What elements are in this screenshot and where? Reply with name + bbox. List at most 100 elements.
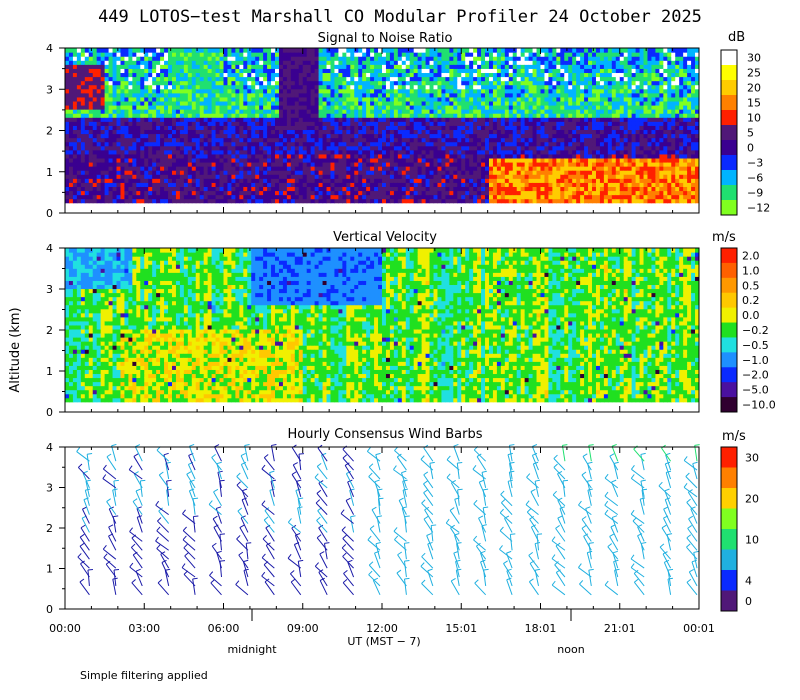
snr-cell bbox=[334, 145, 340, 151]
snr-cell bbox=[512, 149, 518, 155]
snr-cell bbox=[148, 129, 153, 135]
snr-cell bbox=[512, 133, 518, 139]
snr-cell bbox=[342, 145, 347, 151]
snr-cell bbox=[282, 52, 288, 57]
snr-cell bbox=[457, 80, 462, 86]
snr-cell bbox=[465, 113, 470, 118]
snr-cell bbox=[80, 153, 86, 159]
snr-cell bbox=[516, 161, 522, 167]
snr-cell bbox=[564, 182, 569, 188]
snr-cell bbox=[108, 76, 114, 82]
snr-cell bbox=[318, 198, 324, 204]
snr-cell bbox=[540, 194, 546, 200]
snr-cell bbox=[302, 166, 308, 171]
snr-cell bbox=[136, 80, 141, 86]
snr-cell bbox=[80, 117, 86, 122]
snr-cell bbox=[429, 137, 435, 143]
snr-cell bbox=[532, 166, 538, 171]
snr-cell bbox=[203, 157, 209, 163]
snr-cell bbox=[275, 92, 280, 98]
snr-cell bbox=[199, 72, 205, 78]
snr-cell bbox=[168, 80, 173, 86]
snr-cell bbox=[492, 104, 498, 110]
snr-cell bbox=[152, 133, 157, 139]
snr-cell bbox=[100, 121, 106, 126]
snr-cell bbox=[560, 88, 565, 94]
snr-cell bbox=[477, 96, 482, 102]
snr-cell bbox=[144, 153, 149, 159]
snr-cell bbox=[314, 190, 320, 196]
snr-cell bbox=[334, 109, 340, 114]
snr-cell bbox=[267, 88, 272, 94]
snr-cell bbox=[572, 157, 577, 163]
snr-cell bbox=[512, 100, 518, 106]
snr-cell bbox=[556, 48, 561, 53]
snr-cell bbox=[334, 92, 340, 98]
snr-cell bbox=[243, 117, 248, 122]
snr-cell bbox=[112, 88, 118, 94]
snr-cell bbox=[278, 182, 284, 188]
snr-cell bbox=[271, 56, 276, 61]
snr-cell bbox=[465, 178, 470, 183]
snr-cell bbox=[512, 145, 518, 151]
snr-cell bbox=[334, 80, 340, 86]
snr-cell bbox=[267, 48, 272, 53]
snr-cell bbox=[358, 145, 363, 151]
snr-cell bbox=[207, 52, 213, 57]
snr-cell bbox=[401, 145, 407, 151]
snr-cell bbox=[366, 157, 371, 163]
snr-cell bbox=[191, 174, 197, 179]
snr-cell bbox=[187, 153, 193, 159]
snr-cell bbox=[477, 56, 482, 61]
snr-cell bbox=[409, 166, 415, 171]
snr-cell bbox=[199, 182, 205, 188]
snr-cell bbox=[84, 141, 90, 147]
snr-cell bbox=[128, 145, 133, 151]
snr-cell bbox=[239, 92, 244, 98]
snr-cell bbox=[318, 161, 324, 167]
snr-cell bbox=[560, 161, 565, 167]
snr-cell bbox=[318, 186, 324, 192]
snr-cell bbox=[461, 174, 466, 179]
snr-cell bbox=[374, 190, 379, 196]
snr-cell bbox=[136, 56, 141, 61]
snr-cell bbox=[247, 186, 252, 192]
snr-cell bbox=[508, 174, 514, 179]
snr-cell bbox=[520, 178, 526, 183]
snr-cell bbox=[374, 198, 379, 204]
snr-cell bbox=[306, 60, 312, 65]
snr-cell bbox=[290, 129, 296, 135]
snr-cell bbox=[465, 121, 470, 126]
snr-cell bbox=[556, 125, 561, 131]
snr-cell bbox=[235, 96, 240, 102]
snr-cell bbox=[116, 60, 122, 65]
snr-cell bbox=[302, 64, 308, 69]
snr-cell bbox=[275, 56, 280, 61]
snr-cell bbox=[362, 153, 367, 159]
snr-cell bbox=[112, 178, 118, 183]
snr-cell bbox=[235, 198, 240, 204]
snr-cell bbox=[382, 194, 387, 200]
snr-cell bbox=[203, 121, 209, 126]
snr-cell bbox=[560, 117, 565, 122]
snr-cell bbox=[263, 56, 268, 61]
snr-cell bbox=[231, 174, 236, 179]
snr-cell bbox=[314, 117, 320, 122]
snr-cell bbox=[298, 109, 304, 114]
snr-cell bbox=[124, 166, 129, 171]
snr-cell bbox=[508, 170, 514, 175]
snr-cell bbox=[275, 52, 280, 57]
snr-cell bbox=[65, 92, 70, 98]
snr-cell bbox=[120, 92, 126, 98]
snr-cell bbox=[500, 141, 506, 147]
snr-cell bbox=[271, 166, 276, 171]
snr-cell bbox=[80, 129, 86, 135]
snr-cell bbox=[219, 100, 225, 106]
snr-cell bbox=[223, 141, 229, 147]
snr-cell bbox=[389, 113, 395, 118]
snr-cell bbox=[485, 117, 490, 122]
snr-cell bbox=[568, 92, 573, 98]
snr-cell bbox=[108, 104, 114, 110]
snr-cell bbox=[219, 117, 225, 122]
snr-cell bbox=[231, 170, 236, 175]
